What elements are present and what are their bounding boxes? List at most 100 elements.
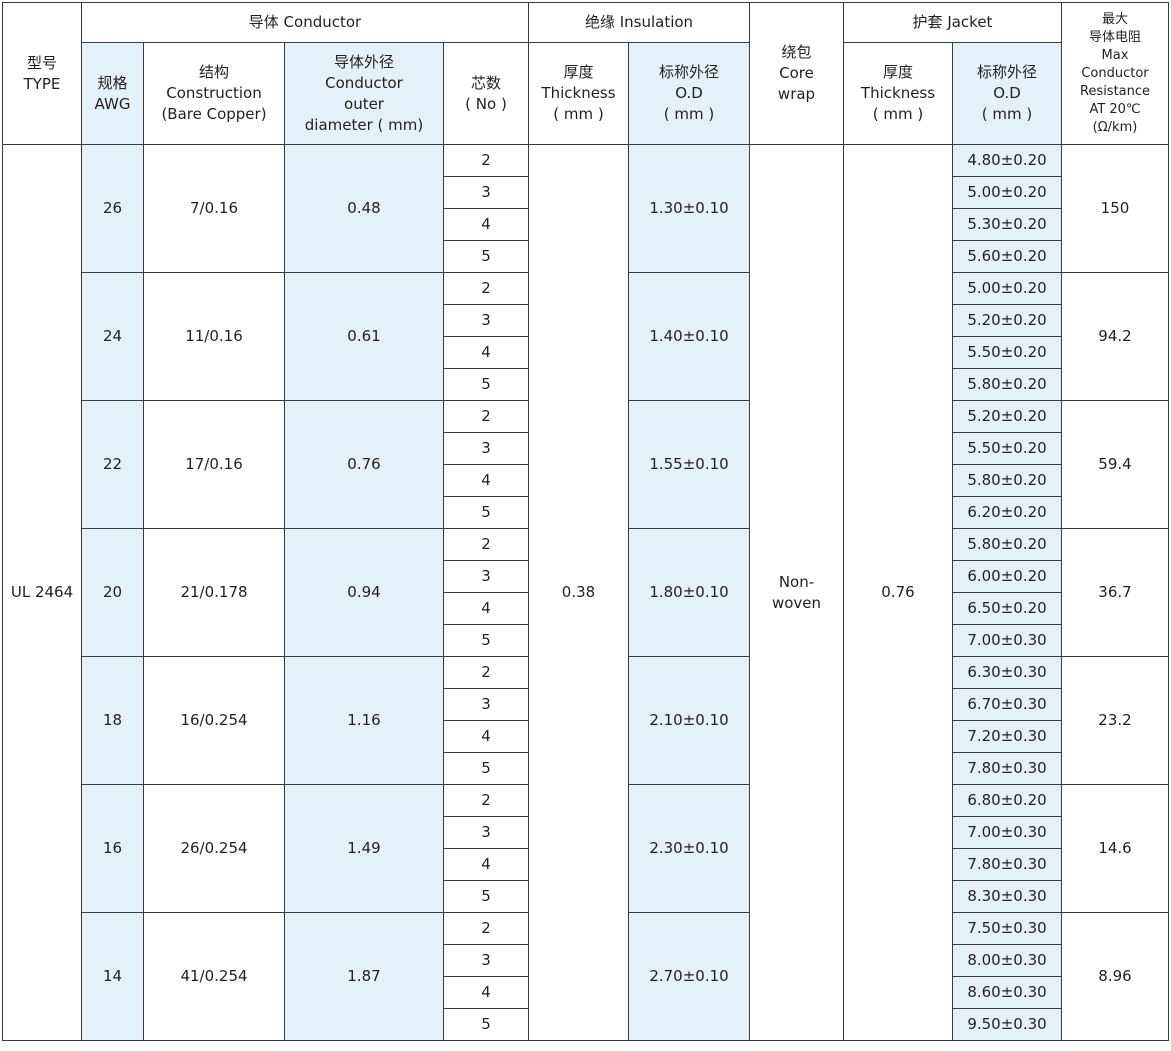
header-conductor-od: 导体外径 Conductor outer diameter ( mm): [284, 42, 444, 145]
table-body: UL 2464 26 7/0.16 0.48 2 0.38 1.30±0.10 Non-wov…: [2, 144, 1169, 1041]
jacket-od-cell: 4.80±0.20: [952, 144, 1062, 177]
jacket-od-cell: 5.50±0.20: [952, 336, 1062, 369]
jacket-thickness-cell: 0.76: [843, 144, 953, 1041]
conductor-od-cell: 0.61: [284, 272, 444, 401]
jacket-od-cell: 6.00±0.20: [952, 560, 1062, 593]
core-wrap-cell: Non-woven: [749, 144, 844, 1041]
jacket-od-cell: 5.20±0.20: [952, 400, 1062, 433]
table-row: 16 26/0.254 1.49 2 2.30±0.10 6.80±0.20 14.6: [3, 784, 1169, 913]
cores-cell: 3: [443, 688, 529, 721]
insulation-od-cell: 2.70±0.10: [628, 912, 750, 1041]
table-row: 4 5.80±0.20: [3, 464, 1169, 497]
table-row: 4 8.60±0.30: [3, 976, 1169, 1009]
cores-cell: 5: [443, 240, 529, 273]
table-row: 22 17/0.16 0.76 2 1.55±0.10 5.20±0.20 59.4: [3, 400, 1169, 529]
cores-cell: 2: [443, 400, 529, 433]
conductor-od-cell: 0.48: [284, 144, 444, 273]
resistance-cell: 14.6: [1061, 784, 1169, 913]
awg-cell: 18: [81, 656, 144, 785]
table-row: 5 8.30±0.30: [3, 880, 1169, 913]
jacket-od-cell: 7.50±0.30: [952, 912, 1062, 945]
insulation-od-cell: 1.40±0.10: [628, 272, 750, 401]
conductor-od-cell: 0.76: [284, 400, 444, 529]
table-row: 4 5.50±0.20: [3, 336, 1169, 369]
header-jacket-thickness: 厚度 Thickness( mm ): [843, 42, 953, 145]
jacket-od-cell: 7.20±0.30: [952, 720, 1062, 753]
cores-cell: 4: [443, 848, 529, 881]
table-row: 3 6.00±0.20: [3, 560, 1169, 593]
jacket-od-cell: 5.50±0.20: [952, 432, 1062, 465]
jacket-od-cell: 8.00±0.30: [952, 944, 1062, 977]
header-awg: 规格 AWG: [81, 42, 144, 145]
insulation-thickness-cell: 0.38: [528, 144, 629, 1041]
jacket-od-cell: 5.30±0.20: [952, 208, 1062, 241]
cores-cell: 2: [443, 912, 529, 945]
table-row: 24 11/0.16 0.61 2 1.40±0.10 5.00±0.20 94.2: [3, 272, 1169, 401]
cores-cell: 3: [443, 304, 529, 337]
table-row: 5 5.60±0.20: [3, 240, 1169, 273]
cores-cell: 3: [443, 944, 529, 977]
cores-cell: 3: [443, 560, 529, 593]
table-row: 4 7.20±0.30: [3, 720, 1169, 753]
insulation-od-cell: 2.10±0.10: [628, 656, 750, 785]
jacket-od-cell: 5.00±0.20: [952, 176, 1062, 209]
cores-cell: 5: [443, 368, 529, 401]
cores-cell: 5: [443, 496, 529, 529]
header-insulation-thickness: 厚度 Thickness( mm ): [528, 42, 629, 145]
construction-cell: 41/0.254: [143, 912, 285, 1041]
conductor-od-cell: 1.16: [284, 656, 444, 785]
jacket-od-cell: 7.00±0.30: [952, 816, 1062, 849]
header-type: 型号 TYPE: [2, 2, 82, 145]
header-jacket: 护套 Jacket: [843, 2, 1062, 43]
awg-cell: 16: [81, 784, 144, 913]
resistance-cell: 8.96: [1061, 912, 1169, 1041]
awg-cell: 26: [81, 144, 144, 273]
awg-cell: 22: [81, 400, 144, 529]
jacket-od-cell: 7.00±0.30: [952, 624, 1062, 657]
insulation-od-cell: 2.30±0.10: [628, 784, 750, 913]
cores-cell: 2: [443, 656, 529, 689]
jacket-od-cell: 6.20±0.20: [952, 496, 1062, 529]
header-cores: 芯数( No ): [443, 42, 529, 145]
cores-cell: 2: [443, 528, 529, 561]
insulation-od-cell: 1.30±0.10: [628, 144, 750, 273]
jacket-od-cell: 8.60±0.30: [952, 976, 1062, 1009]
header-core-wrap: 绕包 Core wrap: [749, 2, 844, 145]
construction-cell: 16/0.254: [143, 656, 285, 785]
table-row: 14 41/0.254 1.87 2 2.70±0.10 7.50±0.30 8.96: [3, 912, 1169, 1041]
awg-cell: 20: [81, 528, 144, 657]
construction-cell: 7/0.16: [143, 144, 285, 273]
cores-cell: 3: [443, 176, 529, 209]
resistance-cell: 23.2: [1061, 656, 1169, 785]
table-row: 5 5.80±0.20: [3, 368, 1169, 401]
jacket-od-cell: 7.80±0.30: [952, 752, 1062, 785]
jacket-od-cell: 5.80±0.20: [952, 464, 1062, 497]
cores-cell: 5: [443, 880, 529, 913]
cores-cell: 4: [443, 720, 529, 753]
construction-cell: 26/0.254: [143, 784, 285, 913]
conductor-od-cell: 0.94: [284, 528, 444, 657]
table-row: 18 16/0.254 1.16 2 2.10±0.10 6.30±0.30 23.2: [3, 656, 1169, 785]
jacket-od-cell: 5.20±0.20: [952, 304, 1062, 337]
table-row: 4 5.30±0.20: [3, 208, 1169, 241]
cores-cell: 4: [443, 336, 529, 369]
jacket-od-cell: 6.30±0.30: [952, 656, 1062, 689]
jacket-od-cell: 6.80±0.20: [952, 784, 1062, 817]
table-row: 5 9.50±0.30: [3, 1008, 1169, 1041]
cores-cell: 2: [443, 784, 529, 817]
jacket-od-cell: 9.50±0.30: [952, 1008, 1062, 1041]
construction-cell: 21/0.178: [143, 528, 285, 657]
jacket-od-cell: 8.30±0.30: [952, 880, 1062, 913]
construction-cell: 11/0.16: [143, 272, 285, 401]
awg-cell: 24: [81, 272, 144, 401]
jacket-od-cell: 7.80±0.30: [952, 848, 1062, 881]
type-cell: UL 2464: [2, 144, 82, 1041]
cores-cell: 4: [443, 976, 529, 1009]
table-row: 3 8.00±0.30: [3, 944, 1169, 977]
resistance-cell: 36.7: [1061, 528, 1169, 657]
jacket-od-cell: 5.60±0.20: [952, 240, 1062, 273]
table-row: UL 2464 26 7/0.16 0.48 2 0.38 1.30±0.10 Non-wov…: [2, 144, 1169, 1041]
table-row: 5 7.00±0.30: [3, 624, 1169, 657]
insulation-od-cell: 1.55±0.10: [628, 400, 750, 529]
conductor-od-cell: 1.87: [284, 912, 444, 1041]
